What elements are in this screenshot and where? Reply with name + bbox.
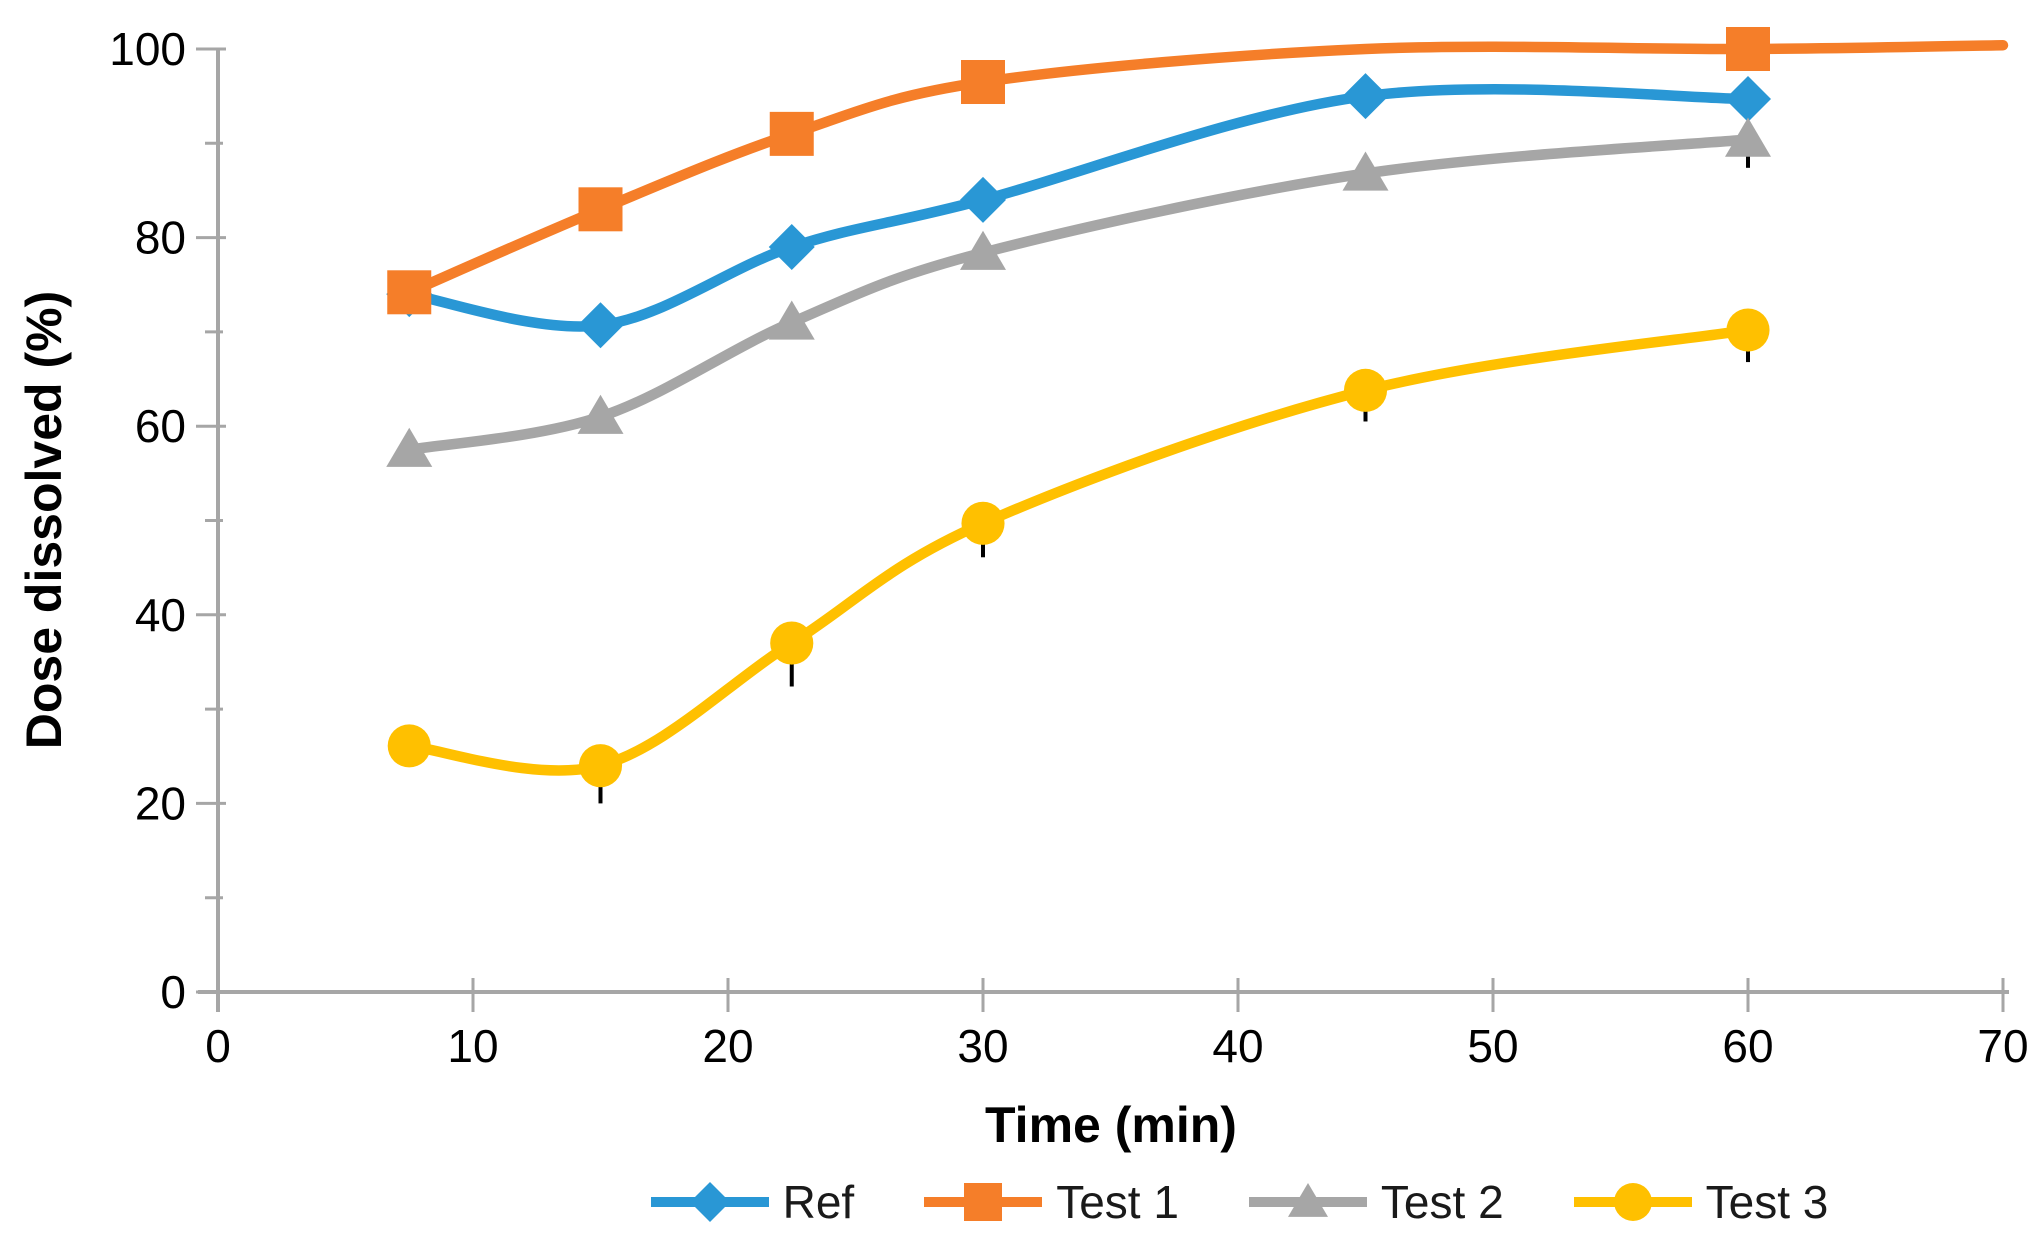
x-tick-label: 30	[957, 1020, 1008, 1072]
marker-ref	[1725, 75, 1771, 122]
series-line-test-2	[404, 134, 1754, 456]
marker-test-2	[577, 394, 624, 434]
marker-ref	[1342, 73, 1389, 120]
marker-test-3	[961, 501, 1005, 545]
marker-test-3	[578, 744, 623, 788]
legend-marker-test-2-icon	[1287, 1183, 1328, 1217]
y-tick-label: 60	[135, 400, 186, 452]
marker-test-2	[960, 230, 1006, 270]
x-tick-label: 70	[1977, 1020, 2028, 1072]
legend-swatch-test-2-icon	[1248, 1183, 1367, 1217]
legend-label-test-1: Test 1	[1056, 1176, 1179, 1228]
marker-test-3	[387, 724, 431, 768]
y-tick-label: 100	[109, 23, 186, 75]
x-tick-label: 10	[447, 1020, 498, 1072]
marker-test-3	[770, 621, 814, 665]
marker-test-1	[769, 111, 814, 156]
marker-test-2	[768, 300, 815, 340]
legend-swatch-test-1-icon	[924, 1183, 1043, 1221]
legend-item-test-1: Test 1	[924, 1178, 1179, 1226]
legend-swatch-test-3-icon	[1573, 1183, 1692, 1221]
marker-test-1	[1726, 27, 1770, 71]
chart-legend: Ref Test 1 Test 2 Test 3	[0, 1178, 2039, 1226]
marker-ref	[768, 224, 815, 271]
x-axis-title: Time (min)	[985, 1097, 1237, 1153]
y-tick-label: 0	[160, 966, 186, 1018]
marker-test-1	[387, 270, 432, 315]
y-axis-title: Dose dissolved (%)	[16, 290, 72, 750]
marker-ref	[960, 176, 1006, 223]
legend-marker-test-3-icon	[1613, 1183, 1652, 1221]
marker-test-2	[386, 427, 433, 467]
legend-label-test-2: Test 2	[1380, 1176, 1504, 1228]
legend-item-ref: Ref	[650, 1176, 855, 1228]
marker-test-3	[1343, 368, 1388, 412]
marker-test-2	[1342, 151, 1389, 191]
legend-item-test-3: Test 3	[1573, 1176, 1829, 1228]
legend-marker-test-1-icon	[964, 1183, 1003, 1221]
legend-marker-ref-icon	[689, 1182, 730, 1222]
x-tick-label: 20	[702, 1020, 753, 1072]
series-line-test-3	[404, 324, 1754, 776]
y-tick-label: 40	[135, 589, 186, 641]
legend-item-test-2: Test 2	[1248, 1176, 1504, 1228]
marker-test-1	[961, 60, 1005, 105]
legend-label-ref: Ref	[782, 1176, 855, 1228]
x-tick-label: 0	[205, 1020, 231, 1072]
y-tick-label: 80	[135, 212, 186, 264]
marker-test-2	[1725, 117, 1771, 157]
x-tick-label: 40	[1212, 1020, 1263, 1072]
legend-label-test-3: Test 3	[1705, 1176, 1829, 1228]
y-tick-label: 20	[135, 777, 186, 829]
marker-ref	[577, 302, 624, 349]
marker-test-1	[578, 187, 623, 232]
legend-swatch-ref-icon	[650, 1182, 769, 1222]
x-tick-label: 50	[1467, 1020, 1518, 1072]
series-line-test-1	[404, 39, 2009, 298]
marker-test-3	[1726, 308, 1770, 352]
x-tick-label: 60	[1722, 1020, 1773, 1072]
